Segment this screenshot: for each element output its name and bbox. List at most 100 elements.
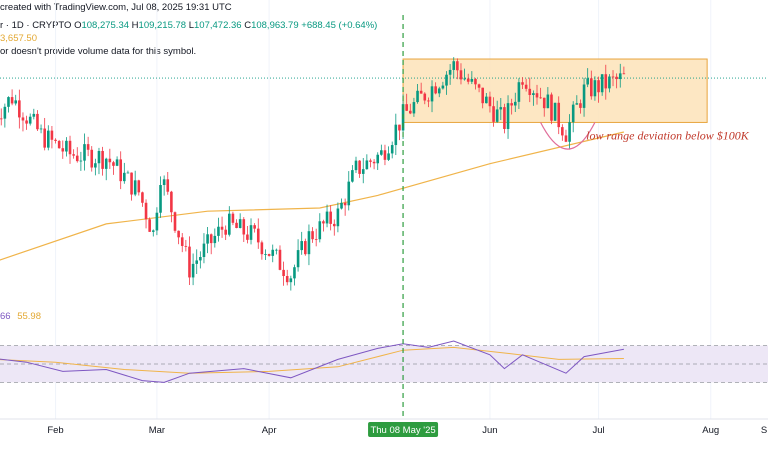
candle-body [108, 158, 112, 163]
candle [119, 151, 122, 190]
candle-body [354, 160, 358, 171]
candle [39, 124, 43, 134]
volume-note: or doesn't provide volume data for this … [0, 46, 197, 57]
candle-body [217, 226, 220, 236]
candle-body [72, 154, 75, 156]
candle [7, 96, 10, 113]
candle [32, 108, 36, 120]
candle [213, 228, 217, 248]
candle [133, 170, 137, 197]
candle [358, 160, 361, 178]
candle [10, 89, 14, 106]
candle [466, 73, 470, 85]
candle-body [3, 106, 7, 119]
candle [513, 92, 517, 113]
candle [36, 110, 39, 131]
candle-body [195, 260, 199, 264]
candle [340, 198, 343, 210]
candle-body [332, 223, 336, 227]
candle-body [184, 245, 188, 247]
candle [94, 158, 97, 176]
candle [75, 147, 79, 163]
candle-body [307, 231, 311, 255]
candle [604, 64, 608, 100]
candle-body [162, 179, 166, 186]
candle-body [75, 155, 79, 162]
candle-body [79, 160, 83, 162]
chart-created-caption: created with TradingView.com, Jul 08, 20… [0, 2, 232, 13]
candle-body [322, 221, 325, 224]
x-tick-label: S [761, 425, 767, 436]
candle [130, 172, 133, 201]
candle-body [329, 211, 332, 224]
candle [173, 211, 177, 233]
candle [155, 207, 159, 236]
candle-body [499, 107, 503, 110]
candles [0, 57, 626, 291]
change-value: +688.45 (+0.64%) [301, 20, 378, 31]
candle-body [336, 208, 340, 227]
candle-body [141, 192, 144, 203]
candle-body [137, 180, 141, 193]
candle-body [104, 158, 108, 169]
candle-body [608, 76, 611, 89]
candle-body [228, 213, 231, 235]
candle-body [427, 100, 430, 102]
x-tick-label: Feb [47, 425, 63, 436]
candle-body [202, 243, 206, 258]
candle [409, 103, 412, 115]
candle-body [224, 229, 227, 235]
candle-body [285, 276, 289, 283]
high-label: H [131, 20, 139, 31]
candle-body [94, 163, 97, 168]
crosshair-date-label: Thu 08 May '25 [370, 425, 435, 436]
candle-body [437, 88, 441, 94]
candle [72, 149, 75, 159]
candle-body [590, 78, 593, 97]
candle-body [466, 78, 470, 82]
rsi-legend: 66 55.98 [0, 311, 41, 322]
candle [571, 101, 575, 133]
candle [372, 159, 376, 170]
candle-body [47, 130, 50, 148]
candle [224, 225, 227, 241]
candle [394, 113, 398, 156]
candle [180, 233, 184, 253]
rsi-line [0, 340, 624, 383]
candle [311, 227, 314, 243]
candle-body [246, 234, 249, 240]
candle [170, 190, 173, 223]
candle [600, 74, 604, 96]
candle [282, 261, 285, 286]
candle [289, 275, 293, 291]
candle [463, 68, 466, 81]
candle-body [213, 235, 217, 244]
candle [25, 115, 28, 130]
candle [162, 175, 166, 196]
candle [115, 156, 119, 167]
candle [126, 170, 130, 174]
candle-body [199, 257, 202, 261]
candle-body [521, 82, 524, 85]
candle [398, 124, 401, 141]
candle [68, 135, 72, 164]
candle [14, 94, 18, 106]
candle [485, 92, 488, 104]
candle-body [256, 228, 260, 243]
candle-body [220, 226, 224, 230]
candle-body [340, 202, 343, 209]
candle-body [14, 100, 18, 104]
candle [79, 151, 83, 171]
candle-body [133, 180, 137, 195]
candle-body [575, 103, 579, 105]
candle-body [604, 74, 608, 89]
candle [618, 63, 622, 88]
crosshair-date-label-bg [368, 422, 439, 437]
candle [151, 229, 155, 237]
candle [260, 240, 264, 260]
candle [495, 100, 499, 123]
candle [61, 140, 65, 159]
candle-body [390, 145, 394, 154]
candle [209, 233, 213, 255]
